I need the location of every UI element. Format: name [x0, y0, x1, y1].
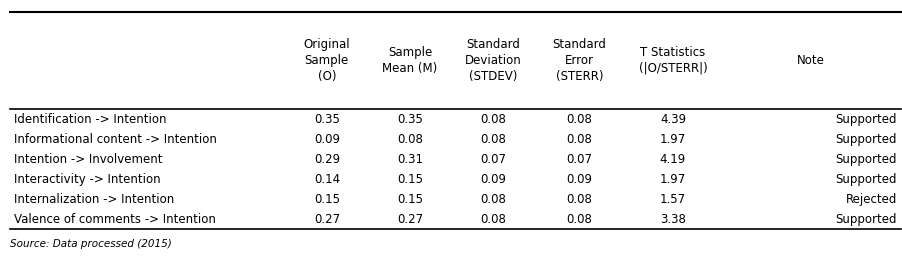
Text: 0.27: 0.27 — [313, 213, 339, 226]
Text: Rejected: Rejected — [845, 193, 896, 206]
Text: Supported: Supported — [834, 213, 896, 226]
Text: 0.07: 0.07 — [479, 153, 505, 166]
Text: 0.08: 0.08 — [480, 133, 505, 146]
Text: Informational content -> Intention: Informational content -> Intention — [14, 133, 216, 146]
Text: Intention -> Involvement: Intention -> Involvement — [14, 153, 162, 166]
Text: Supported: Supported — [834, 173, 896, 186]
Text: Source: Data processed (2015): Source: Data processed (2015) — [11, 239, 172, 250]
Text: 0.07: 0.07 — [566, 153, 592, 166]
Text: 0.14: 0.14 — [313, 173, 339, 186]
Text: 0.09: 0.09 — [314, 133, 339, 146]
Text: 0.35: 0.35 — [397, 113, 422, 125]
Text: 4.39: 4.39 — [659, 113, 686, 125]
Text: 0.09: 0.09 — [479, 173, 505, 186]
Text: 0.08: 0.08 — [566, 213, 592, 226]
Text: Valence of comments -> Intention: Valence of comments -> Intention — [14, 213, 216, 226]
Text: 0.29: 0.29 — [313, 153, 339, 166]
Text: 0.08: 0.08 — [397, 133, 422, 146]
Text: 0.15: 0.15 — [397, 173, 423, 186]
Text: 4.19: 4.19 — [659, 153, 686, 166]
Text: 0.15: 0.15 — [397, 193, 423, 206]
Text: Original
Sample
(O): Original Sample (O) — [303, 38, 350, 83]
Text: 0.08: 0.08 — [566, 133, 592, 146]
Text: 0.09: 0.09 — [566, 173, 592, 186]
Text: Supported: Supported — [834, 113, 896, 125]
Text: 0.27: 0.27 — [397, 213, 423, 226]
Text: 1.57: 1.57 — [659, 193, 686, 206]
Text: Standard
Deviation
(STDEV): Standard Deviation (STDEV) — [464, 38, 520, 83]
Text: 0.31: 0.31 — [397, 153, 423, 166]
Text: 0.08: 0.08 — [566, 113, 592, 125]
Text: Interactivity -> Intention: Interactivity -> Intention — [14, 173, 161, 186]
Text: Supported: Supported — [834, 153, 896, 166]
Text: 0.08: 0.08 — [480, 113, 505, 125]
Text: 0.15: 0.15 — [314, 193, 339, 206]
Text: T Statistics
(|O/STERR|): T Statistics (|O/STERR|) — [638, 46, 706, 75]
Text: 0.08: 0.08 — [480, 213, 505, 226]
Text: 3.38: 3.38 — [659, 213, 686, 226]
Text: Standard
Error
(STERR): Standard Error (STERR) — [552, 38, 605, 83]
Text: 0.35: 0.35 — [314, 113, 339, 125]
Text: Identification -> Intention: Identification -> Intention — [14, 113, 166, 125]
Text: 1.97: 1.97 — [659, 173, 686, 186]
Text: Internalization -> Intention: Internalization -> Intention — [14, 193, 174, 206]
Text: 0.08: 0.08 — [566, 193, 592, 206]
Text: Sample
Mean (M): Sample Mean (M) — [382, 46, 437, 75]
Text: 0.08: 0.08 — [480, 193, 505, 206]
Text: Note: Note — [796, 54, 824, 67]
Text: 1.97: 1.97 — [659, 133, 686, 146]
Text: Supported: Supported — [834, 133, 896, 146]
